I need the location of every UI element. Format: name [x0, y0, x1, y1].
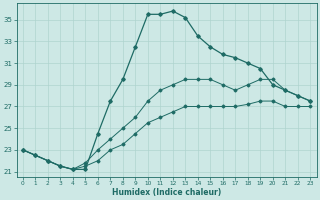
- X-axis label: Humidex (Indice chaleur): Humidex (Indice chaleur): [112, 188, 221, 197]
